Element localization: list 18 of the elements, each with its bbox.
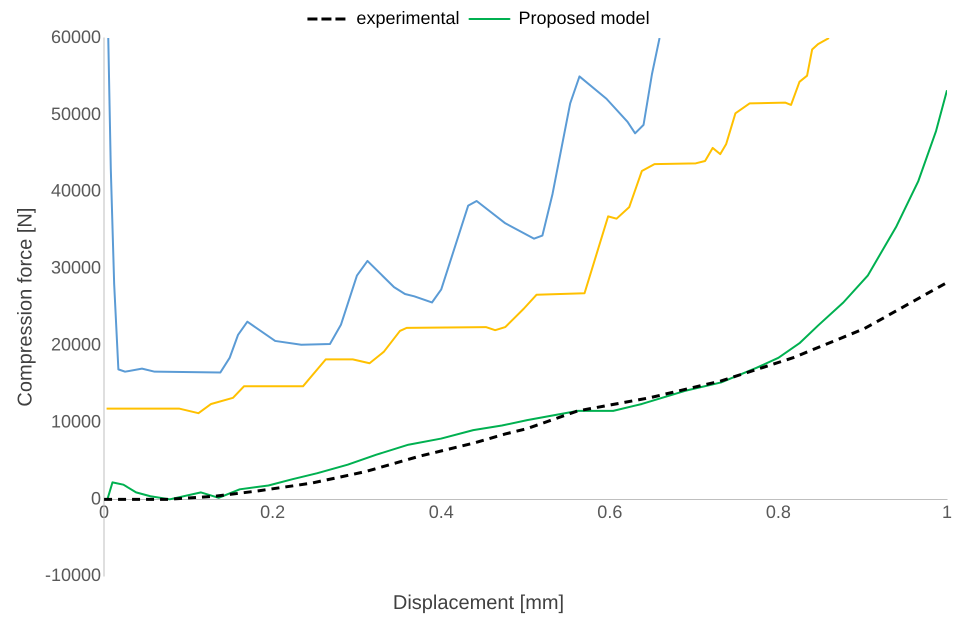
y-tick-label: 30000 [50, 258, 102, 278]
x-tick-label: 1 [942, 502, 952, 522]
legend-label: experimental [356, 8, 460, 28]
x-axis-title: Displacement [mm] [392, 592, 566, 615]
y-axis-title: Compression force [N] [14, 208, 37, 407]
x-tick-label: 0.6 [597, 502, 622, 522]
y-tick-label: 20000 [50, 334, 102, 355]
y-tick-label: 40000 [50, 180, 102, 201]
y-tick-label: 50000 [50, 104, 102, 124]
legend-label: Proposed model [518, 8, 650, 28]
y-tick-label: 10000 [50, 411, 102, 432]
y-tick-label: -10000 [44, 565, 102, 586]
x-tick-label: 0.2 [260, 502, 286, 522]
x-tick-label: 0.4 [428, 502, 454, 522]
y-tick-label: 60000 [50, 26, 102, 47]
line-series [104, 280, 947, 501]
x-tick-label: 0.8 [766, 502, 791, 522]
y-tick-label: 0 [91, 488, 102, 508]
